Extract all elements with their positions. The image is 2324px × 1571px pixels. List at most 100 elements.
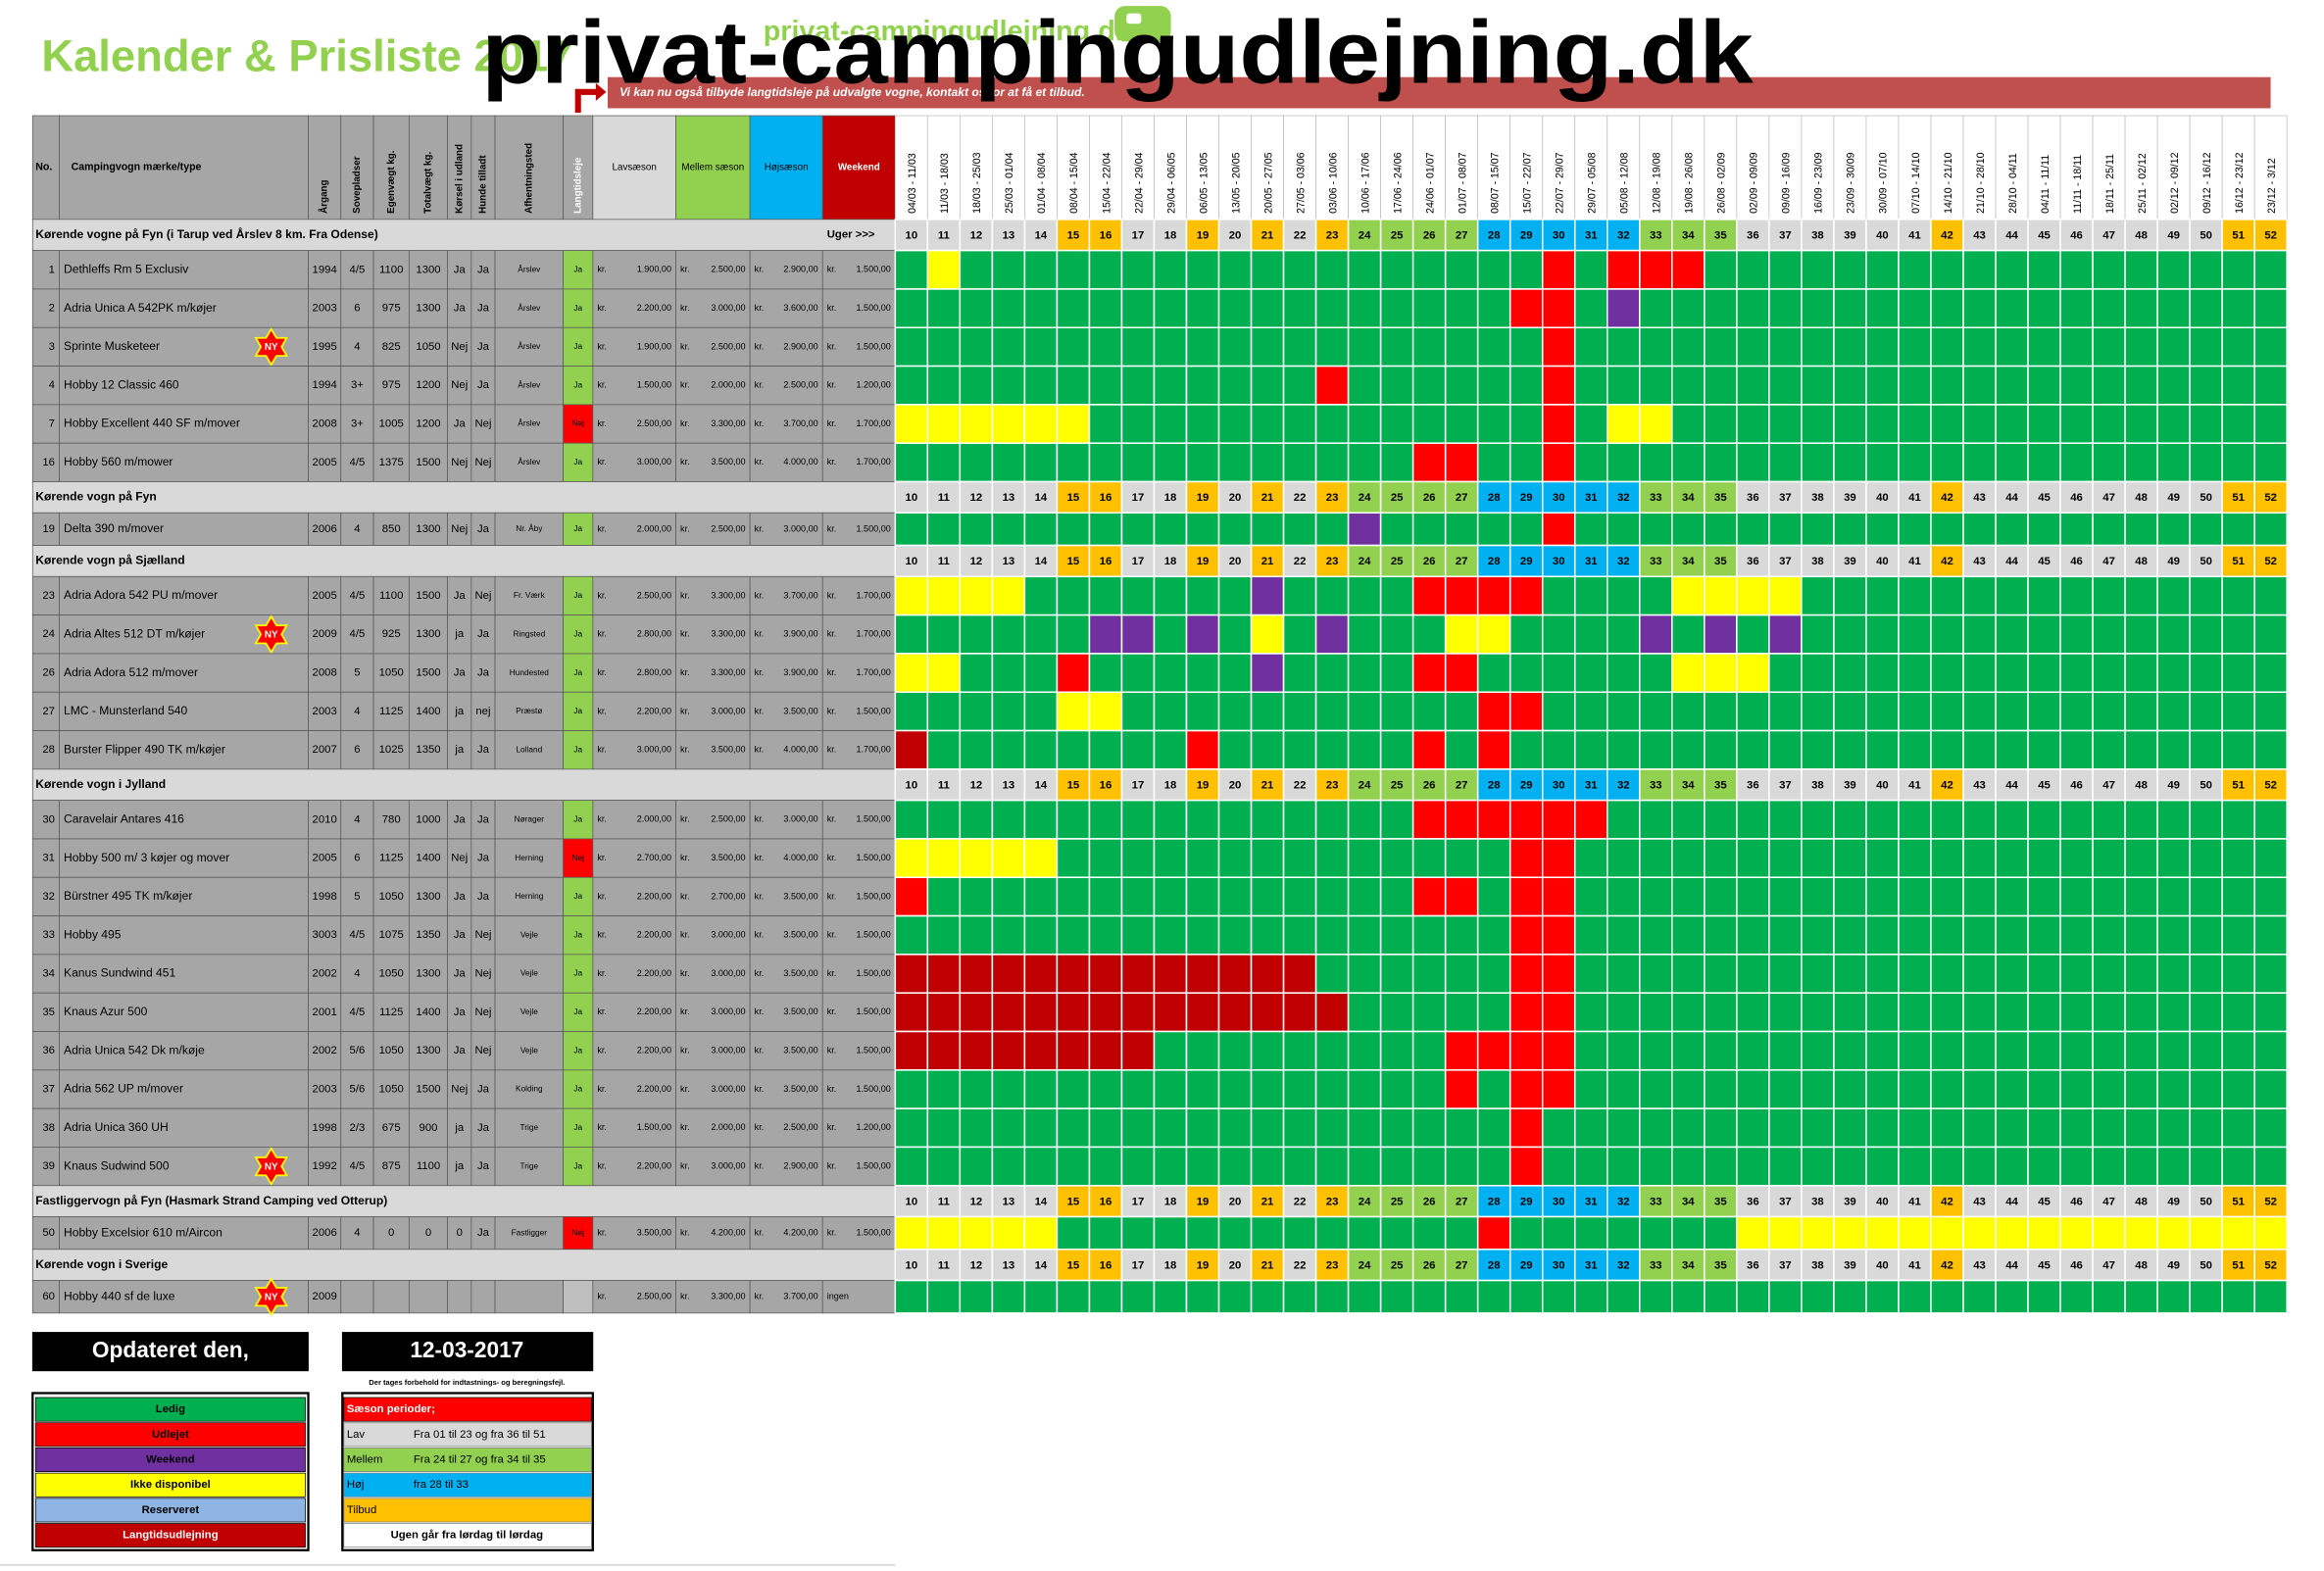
week-number: 27 <box>1456 1196 1468 1207</box>
row-number: 3 <box>49 341 55 353</box>
week-status <box>1023 653 1059 693</box>
cell <box>372 730 410 770</box>
week-status <box>2221 1279 2255 1314</box>
week-status <box>1671 1030 1706 1071</box>
cell-value: 4 <box>354 341 360 353</box>
cell-value: Ja <box>454 968 467 980</box>
week-status <box>1833 1107 1867 1149</box>
week-number-cell <box>1865 1185 1900 1218</box>
week-status <box>1217 1030 1253 1071</box>
week-status <box>2027 691 2061 732</box>
week-dates: 11/03 - 18/03 <box>939 153 951 214</box>
week-number: 13 <box>1003 230 1015 242</box>
cell <box>592 954 676 994</box>
week-number: 49 <box>2167 230 2180 242</box>
cell <box>340 250 374 290</box>
week-status <box>2092 691 2126 732</box>
week-status <box>2253 1030 2288 1071</box>
week-status <box>1573 653 1608 693</box>
week-number: 10 <box>906 492 918 504</box>
cell-value: 1100 <box>379 590 403 602</box>
week-status <box>1704 992 1738 1033</box>
week-number: 19 <box>1197 556 1210 567</box>
week-status <box>1833 442 1867 483</box>
week-status <box>1120 691 1156 732</box>
week-status <box>1023 799 1059 840</box>
week-status <box>1250 442 1285 483</box>
week-number: 36 <box>1747 230 1759 242</box>
week-status <box>1476 442 1511 483</box>
disclaimer: Der tages forbehold for indtastnings- og… <box>369 1378 565 1387</box>
week-status <box>1153 838 1188 879</box>
pickup: Fr. Værk <box>514 590 546 600</box>
week-status <box>1898 799 1932 840</box>
long-term: Ja <box>573 706 582 715</box>
week-status <box>1768 1215 1803 1251</box>
cell-value: 2007 <box>313 744 337 756</box>
week-status <box>2221 799 2255 840</box>
week-status <box>1930 249 1964 290</box>
week-status <box>2253 512 2288 547</box>
week-status <box>2189 1215 2223 1251</box>
week-status <box>1088 691 1123 732</box>
season-title: Sæson perioder; <box>347 1403 435 1415</box>
week-status <box>2221 914 2255 956</box>
cell-value: 1500 <box>416 667 440 679</box>
week-status <box>1056 1215 1091 1251</box>
week-number: 48 <box>2135 230 2148 242</box>
week-status <box>1736 249 1770 290</box>
week-status <box>1736 914 1770 956</box>
week-status <box>1639 838 1673 879</box>
column-header-cell <box>494 115 564 221</box>
week-status <box>1704 512 1738 547</box>
cell <box>372 800 410 840</box>
pickup: Årslev <box>518 418 541 428</box>
week-status <box>1153 876 1188 917</box>
week-header-cell <box>2027 115 2061 221</box>
long-term: Ja <box>573 1160 582 1170</box>
week-header-cell <box>992 115 1025 221</box>
week-number-cell <box>1023 544 1059 578</box>
week-status <box>1250 404 1285 444</box>
week-status <box>1736 1030 1770 1071</box>
column-header-cell <box>408 115 449 221</box>
week-status <box>1639 1030 1673 1071</box>
week-status <box>2156 288 2191 329</box>
cell <box>563 653 594 693</box>
week-number-cell <box>2189 768 2223 802</box>
long-term: Ja <box>573 341 582 351</box>
cell-value: 6 <box>354 303 360 315</box>
week-status <box>1671 1215 1706 1251</box>
week-number: 28 <box>1488 492 1501 504</box>
cell-value: ja <box>454 628 465 640</box>
week-status <box>1541 404 1576 444</box>
week-status <box>1736 1107 1770 1149</box>
week-dates: 19/08 - 26/08 <box>1684 152 1696 213</box>
cell-value: Ja <box>477 667 490 679</box>
week-number: 24 <box>1359 492 1371 504</box>
week-status <box>1962 365 1997 406</box>
week-status <box>1508 1146 1544 1187</box>
week-status <box>894 326 929 368</box>
cell <box>592 1031 676 1071</box>
week-status <box>1023 691 1059 732</box>
week-status <box>2124 914 2158 956</box>
week-status <box>1282 653 1317 693</box>
cell <box>494 250 564 290</box>
week-status <box>1573 365 1608 406</box>
week-status <box>1056 365 1091 406</box>
week-status <box>2156 575 2191 616</box>
price: 1.500,00 <box>857 891 891 901</box>
week-number-cell <box>1768 1249 1803 1282</box>
cell <box>340 838 374 878</box>
cell <box>340 1031 374 1071</box>
currency: kr. <box>755 814 765 824</box>
week-status <box>1314 653 1350 693</box>
week-status <box>1962 1107 1997 1149</box>
week-status <box>1508 838 1544 879</box>
week-status <box>2156 404 2191 444</box>
week-number: 28 <box>1488 230 1501 242</box>
week-status <box>1347 249 1382 290</box>
week-number: 20 <box>1229 556 1242 567</box>
cell <box>59 1069 309 1109</box>
